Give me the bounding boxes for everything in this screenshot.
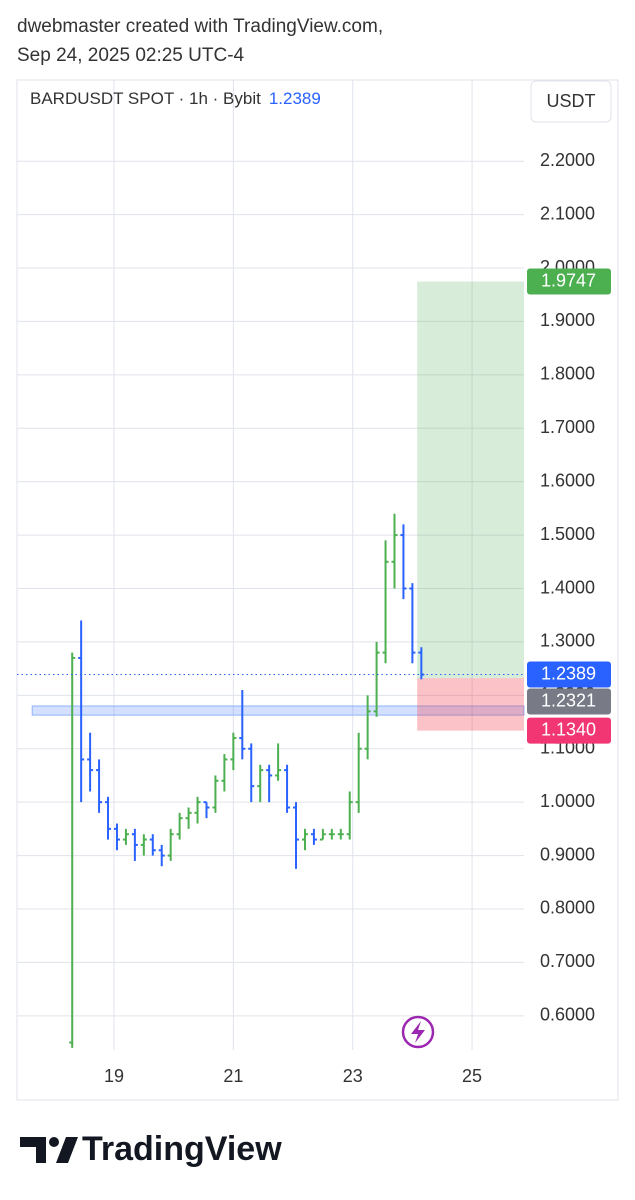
loss-zone <box>417 678 524 731</box>
y-tick-label: 1.4000 <box>540 577 595 597</box>
y-tick-label: 1.5000 <box>540 524 595 544</box>
x-tick-label: 23 <box>343 1066 363 1086</box>
header-price: 1.2389 <box>269 89 321 108</box>
y-tick-label: 2.1000 <box>540 203 595 223</box>
price-label: 1.2321 <box>541 690 596 710</box>
price-label-box <box>527 268 611 295</box>
currency-label[interactable]: USDT <box>547 91 596 111</box>
symbol-line: BARDUSDT SPOT · 1h · Bybit 1.2389 <box>30 89 321 108</box>
price-label-box <box>527 717 611 744</box>
y-tick-label: 1.7000 <box>540 417 595 437</box>
price-label: 1.1340 <box>541 719 596 739</box>
y-tick-label: 1.8000 <box>540 364 595 384</box>
y-tick-label: 0.6000 <box>540 1005 595 1025</box>
y-tick-label: 2.2000 <box>540 150 595 170</box>
symbol: BARDUSDT SPOT · 1h · Bybit <box>30 89 261 108</box>
x-tick-label: 21 <box>223 1066 243 1086</box>
y-tick-label: 1.6000 <box>540 470 595 490</box>
x-tick-label: 19 <box>104 1066 124 1086</box>
y-tick-label: 0.7000 <box>540 951 595 971</box>
brand-name: TradingView <box>82 1130 282 1168</box>
price-label: 1.9747 <box>541 270 596 290</box>
chart-panel <box>16 79 619 1101</box>
support-zone <box>31 705 525 716</box>
price-label-box <box>527 661 611 688</box>
x-tick-label: 25 <box>462 1066 482 1086</box>
brand-logo <box>20 1137 78 1163</box>
y-tick-label: 0.9000 <box>540 844 595 864</box>
header-line: dwebmaster created with TradingView.com, <box>17 16 383 37</box>
lightning-icon <box>401 1015 435 1049</box>
plot: 0.60000.70000.80000.90001.00001.10001.20… <box>17 80 611 1086</box>
y-tick-label: 1.3000 <box>540 631 595 651</box>
price-label-box <box>527 688 611 715</box>
y-tick-label: 0.8000 <box>540 898 595 918</box>
y-tick-label: 1.0000 <box>540 791 595 811</box>
profit-zone <box>417 281 524 679</box>
price-label: 1.2389 <box>541 663 596 683</box>
y-tick-label: 1.9000 <box>540 310 595 330</box>
currency-button[interactable] <box>530 80 612 123</box>
header-line: Sep 24, 2025 02:25 UTC-4 <box>17 45 245 66</box>
